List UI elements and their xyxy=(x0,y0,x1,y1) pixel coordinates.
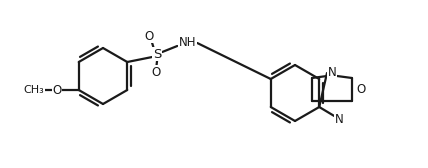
Text: N: N xyxy=(327,67,336,79)
Text: O: O xyxy=(145,30,154,43)
Text: O: O xyxy=(52,83,61,96)
Text: O: O xyxy=(357,83,366,96)
Text: NH: NH xyxy=(178,35,196,49)
Text: S: S xyxy=(153,48,161,60)
Text: CH₃: CH₃ xyxy=(24,85,44,95)
Text: N: N xyxy=(335,113,344,125)
Text: O: O xyxy=(152,66,161,78)
